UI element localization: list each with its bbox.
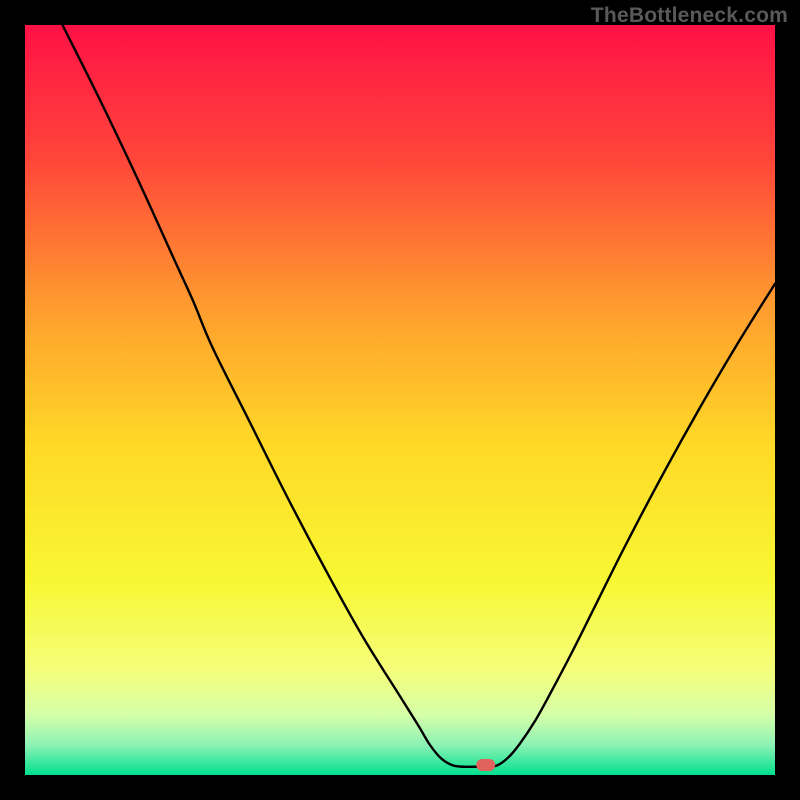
plot-background bbox=[25, 25, 775, 775]
optimal-point-marker bbox=[476, 759, 496, 771]
plot-svg bbox=[25, 25, 775, 775]
chart-frame: TheBottleneck.com bbox=[0, 0, 800, 800]
plot-area bbox=[25, 25, 775, 775]
